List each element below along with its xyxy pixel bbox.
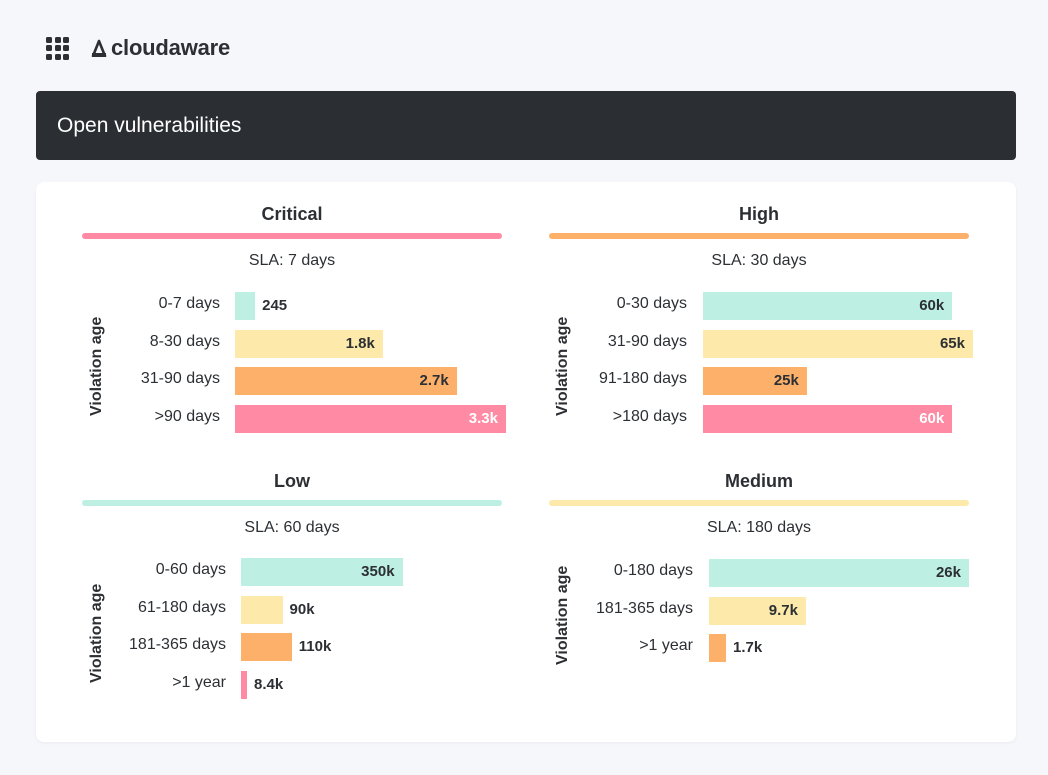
low-y-axis-label: Violation age [88,583,105,683]
low-category-label: 0-60 days [155,561,226,578]
medium-bar [709,559,969,587]
high-category-label: >180 days [612,407,687,425]
medium-bar [709,634,726,662]
medium-y-axis-label: Violation age [554,565,571,665]
low-panel-title: Low [274,471,310,491]
low-bar-value-label: 350k [361,563,395,580]
critical-bar [235,292,256,320]
page-banner: Open vulnerabilities [36,91,1016,160]
low-bar-value-label: 8.4k [254,675,284,693]
apps-grid-icon[interactable] [46,36,69,60]
high-bar-value-label: 25k [773,372,799,389]
critical-category-label: >90 days [154,407,220,425]
critical-bar-value-label: 2.7k [419,372,449,389]
low-bar [241,633,292,661]
medium-sla-label: SLA: 180 days [706,519,812,536]
critical-bar [235,329,383,358]
low-category-label: 181-365 days [129,636,226,653]
medium-bar-value-label: 9.7k [768,601,798,619]
low-bar-value-label: 90k [289,600,315,618]
top-bar: cloudaware [46,34,230,62]
high-bar-value-label: 60k [919,297,945,314]
high-bar [703,329,973,358]
critical-category-label: 31-90 days [140,370,220,387]
cloudaware-logo-icon [91,39,107,57]
critical-y-axis-label: Violation age [88,316,105,416]
high-panel-title: High [739,204,779,224]
critical-panel-underline [82,233,502,239]
low-category-label: 61-180 days [137,598,226,616]
high-category-label: 0-30 days [616,295,687,312]
cloudaware-logo[interactable]: cloudaware [91,35,230,61]
high-bar [703,292,953,320]
medium-bar-value-label: 26k [935,564,961,581]
high-bar-value-label: 60k [919,409,945,427]
critical-bar-value-label: 245 [262,297,288,314]
medium-panel-underline [549,500,969,506]
low-panel-underline [82,500,502,506]
high-bar [703,367,807,395]
high-bar-value-label: 65k [939,334,965,352]
medium-category-label: 181-365 days [596,599,693,617]
vulnerabilities-card: Critical SLA: 7 days Violation age 0-7 days… [36,182,1016,742]
high-sla-label: SLA: 30 days [711,252,807,269]
high-category-label: 31-90 days [607,332,687,350]
critical-category-label: 8-30 days [149,332,220,350]
critical-panel-title: Critical [261,204,323,224]
critical-bar [235,404,506,433]
low-sla-label: SLA: 60 days [244,519,340,536]
low-bar [241,670,247,699]
critical-category-label: 0-7 days [158,295,220,312]
medium-category-label: 0-180 days [613,562,693,579]
critical-sla-label: SLA: 7 days [248,252,336,269]
high-panel-underline [549,233,969,239]
logo-text: cloudaware [111,35,231,60]
medium-bar [709,596,806,625]
high-category-label: 91-180 days [598,370,687,387]
high-y-axis-label: Violation age [554,316,571,416]
low-category-label: >1 year [172,673,226,691]
low-bar-value-label: 110k [298,638,332,655]
low-bar [241,595,283,624]
critical-bar-value-label: 1.8k [345,334,375,352]
critical-bar-value-label: 3.3k [468,409,498,427]
medium-bar-value-label: 1.7k [733,639,763,656]
page-title: Open vulnerabilities [57,113,242,137]
medium-category-label: >1 year [639,637,693,654]
medium-panel-title: Medium [724,471,793,491]
low-bar [241,558,403,586]
high-bar [703,404,953,433]
critical-bar [235,367,457,395]
